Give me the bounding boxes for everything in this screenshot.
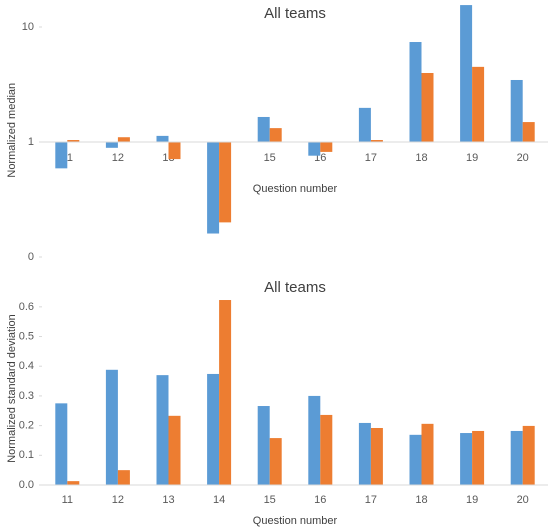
bar (320, 141, 333, 152)
bar (117, 470, 130, 485)
y-tick-label: 0.6 (19, 301, 34, 313)
x-axis-title: Question number (253, 515, 338, 527)
y-tick-label: 0.0 (19, 479, 34, 491)
x-tick-label: 18 (415, 152, 427, 164)
x-tick-label: 20 (517, 494, 529, 506)
bar (269, 128, 282, 142)
bar (269, 438, 282, 485)
bar (55, 403, 68, 485)
x-tick-label: 11 (62, 494, 73, 506)
bar (117, 137, 130, 142)
x-axis-title: Question number (253, 183, 338, 195)
bar (308, 141, 321, 156)
bar (358, 422, 371, 485)
bar (168, 415, 181, 485)
bar (409, 42, 422, 142)
bar (67, 140, 80, 142)
x-tick-label: 15 (264, 152, 276, 164)
bar (257, 116, 270, 142)
x-tick-label: 15 (264, 494, 276, 506)
bar (308, 395, 321, 485)
bar (105, 369, 118, 485)
x-tick-label: 13 (162, 494, 174, 506)
x-tick-label: 14 (213, 494, 225, 506)
y-tick-label: 1 (28, 136, 34, 148)
bar (156, 135, 169, 142)
bar (67, 481, 80, 485)
y-axis-title: Normalized median (6, 83, 18, 178)
bar (358, 107, 371, 142)
y-tick-label: 0.5 (19, 330, 34, 342)
bar (320, 414, 333, 485)
bar (207, 373, 220, 485)
bar (510, 430, 523, 485)
bar (522, 122, 535, 142)
y-tick-label: 10 (22, 21, 34, 33)
bar (105, 141, 118, 148)
x-tick-label: 19 (466, 152, 478, 164)
bar (370, 427, 383, 485)
bar (522, 425, 535, 485)
x-tick-label: 17 (365, 494, 377, 506)
bar (510, 79, 523, 142)
bar (421, 72, 434, 142)
x-tick-label: 19 (466, 494, 478, 506)
y-tick-label: 0.3 (19, 390, 34, 402)
bar (156, 375, 169, 485)
bar (257, 406, 270, 485)
x-tick-label: 18 (415, 494, 427, 506)
x-tick-label: 17 (365, 152, 377, 164)
bar (460, 433, 473, 485)
bar (168, 141, 181, 160)
chart-title: All teams (264, 279, 326, 296)
y-axis-title: Normalized standard deviation (6, 314, 18, 463)
bar (421, 423, 434, 485)
bar (460, 5, 473, 142)
x-tick-label: 12 (112, 152, 124, 164)
y-tick-label: 0.2 (19, 420, 34, 432)
bar (472, 430, 485, 485)
bar (219, 300, 232, 485)
bar (370, 140, 383, 142)
bar (219, 141, 232, 223)
x-tick-label: 12 (112, 494, 124, 506)
bar (472, 66, 485, 142)
y-tick-label: 0.4 (19, 360, 34, 372)
bar (207, 141, 220, 234)
chart-title: All teams (264, 5, 326, 22)
bar (55, 141, 68, 169)
x-tick-label: 20 (517, 152, 529, 164)
bar (409, 434, 422, 485)
y-tick-label: 0 (28, 251, 34, 263)
x-tick-label: 16 (314, 494, 326, 506)
y-tick-label: 0.1 (19, 449, 34, 461)
